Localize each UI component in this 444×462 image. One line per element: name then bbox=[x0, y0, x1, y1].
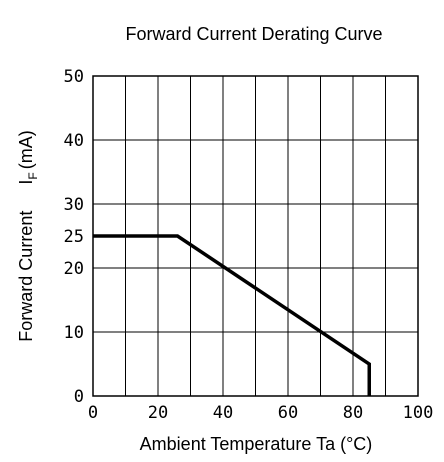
x-tick-label-1: 20 bbox=[148, 403, 168, 423]
y-tick-label-3: 25 bbox=[64, 227, 84, 247]
y-axis-label-subscript: F bbox=[26, 172, 40, 179]
y-axis-label-symbol: I bbox=[16, 180, 36, 185]
derating-curve-0 bbox=[93, 234, 371, 396]
y-tick-label-1: 10 bbox=[64, 323, 84, 343]
series-layer bbox=[93, 234, 371, 396]
y-axis-label-group: Forward Current IF (mA) bbox=[16, 130, 40, 341]
x-tick-label-5: 100 bbox=[403, 403, 434, 423]
x-tick-label-2: 40 bbox=[213, 403, 233, 423]
y-axis-label-main: Forward Current bbox=[16, 211, 36, 342]
y-tick-label-5: 40 bbox=[64, 131, 84, 151]
y-tick-label-6: 50 bbox=[64, 67, 84, 87]
x-tick-label-0: 0 bbox=[88, 403, 98, 423]
y-tick-label-4: 30 bbox=[64, 195, 84, 215]
x-tick-labels: 0 20 40 60 80 100 bbox=[88, 403, 433, 423]
y-axis-label-unit: (mA) bbox=[16, 130, 36, 169]
y-tick-label-2: 20 bbox=[64, 259, 84, 279]
y-axis-label: Forward Current IF (mA) bbox=[16, 130, 40, 341]
y-tick-labels: 0 10 20 25 30 40 50 bbox=[64, 67, 84, 407]
y-tick-label-0: 0 bbox=[74, 387, 84, 407]
x-axis-label: Ambient Temperature Ta (°C) bbox=[140, 434, 373, 454]
x-tick-label-3: 60 bbox=[278, 403, 298, 423]
chart-title: Forward Current Derating Curve bbox=[125, 24, 382, 44]
x-tick-label-4: 80 bbox=[343, 403, 363, 423]
